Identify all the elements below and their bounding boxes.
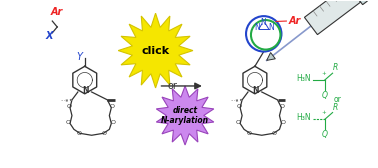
Text: click: click: [141, 46, 170, 56]
Polygon shape: [156, 86, 214, 145]
Polygon shape: [304, 0, 361, 35]
Text: O: O: [280, 104, 285, 109]
Polygon shape: [267, 53, 275, 60]
Text: H₃N: H₃N: [296, 113, 311, 122]
Text: O: O: [102, 131, 107, 136]
Text: or: or: [167, 81, 177, 91]
Text: O: O: [110, 104, 115, 109]
Text: R: R: [333, 63, 338, 72]
Text: or: or: [333, 95, 341, 104]
Text: Y: Y: [77, 52, 83, 62]
Text: O: O: [76, 131, 81, 136]
Text: O: O: [281, 120, 286, 125]
Text: O: O: [272, 131, 277, 136]
Text: Ar: Ar: [51, 7, 64, 17]
Text: X: X: [46, 31, 53, 41]
Text: direct
N-arylation: direct N-arylation: [161, 106, 209, 125]
Text: O: O: [237, 104, 242, 109]
Polygon shape: [346, 0, 367, 5]
Text: Ar: Ar: [288, 16, 301, 26]
Text: H₃N: H₃N: [296, 74, 311, 83]
Text: ...: ...: [230, 97, 235, 102]
Text: R: R: [333, 102, 338, 112]
Text: O: O: [67, 104, 71, 109]
Text: O: O: [235, 120, 241, 125]
Text: N: N: [253, 86, 259, 95]
Text: ...: ...: [60, 97, 65, 102]
Text: N: N: [268, 23, 274, 32]
Text: O: O: [111, 120, 116, 125]
Text: +: +: [321, 111, 326, 115]
Text: +: +: [321, 71, 326, 76]
Text: N: N: [260, 18, 266, 27]
Polygon shape: [118, 13, 193, 88]
Text: O: O: [65, 120, 71, 125]
Text: O: O: [246, 131, 251, 136]
Text: N: N: [82, 86, 89, 95]
Text: Q: Q: [322, 130, 328, 139]
Text: N: N: [254, 23, 260, 32]
Text: Q: Q: [322, 91, 328, 100]
